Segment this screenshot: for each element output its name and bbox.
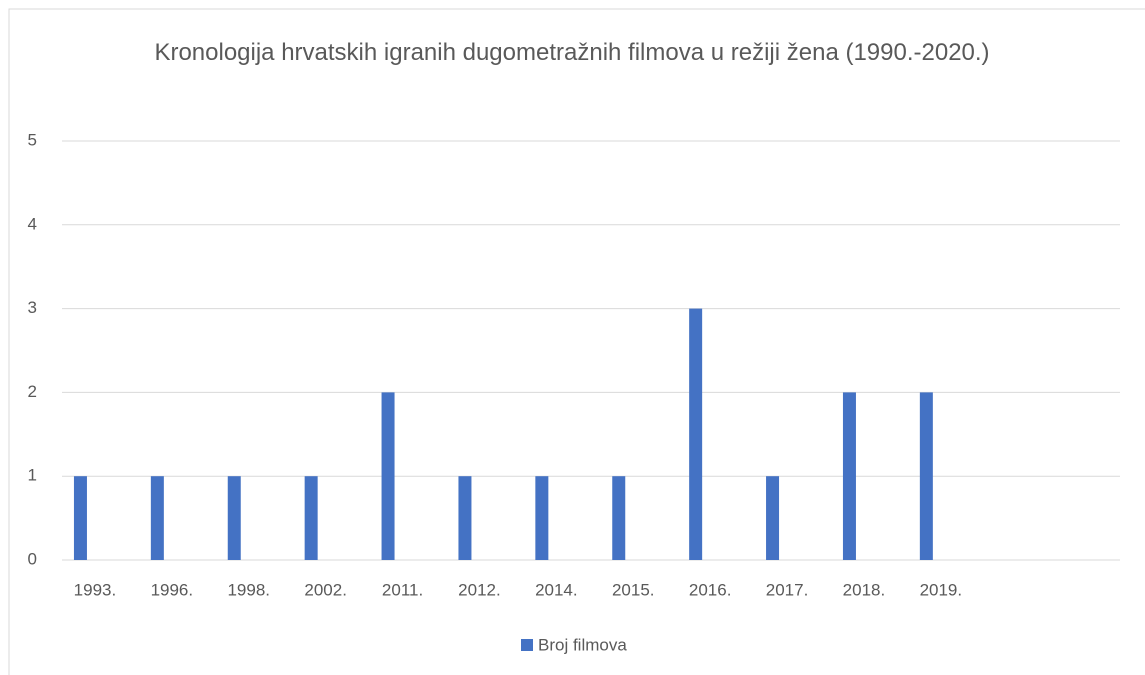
bar [227, 476, 241, 560]
x-tick-label: 2018. [843, 580, 886, 599]
x-tick-label: 2012. [458, 580, 501, 599]
bar [919, 392, 933, 560]
bar [150, 476, 164, 560]
x-tick-label: 1998. [227, 580, 270, 599]
y-tick-label: 3 [28, 298, 37, 317]
y-tick-label: 4 [28, 214, 37, 233]
bar [535, 476, 549, 560]
bar [842, 392, 856, 560]
x-tick-label: 2016. [689, 580, 732, 599]
chart-frame [8, 8, 1145, 675]
x-tick-label: 2019. [920, 580, 963, 599]
x-tick-label: 2014. [535, 580, 578, 599]
bar [304, 476, 318, 560]
bar [458, 476, 472, 560]
x-tick-label: 2015. [612, 580, 655, 599]
bar [612, 476, 626, 560]
chart-title: Kronologija hrvatskih igranih dugometraž… [154, 39, 990, 66]
y-tick-label: 2 [28, 382, 37, 401]
x-tick-label: 2011. [382, 580, 423, 599]
x-tick-label: 1993. [74, 580, 117, 599]
y-tick-label: 0 [28, 549, 37, 568]
bar [381, 392, 395, 560]
x-tick-label: 2002. [304, 580, 347, 599]
x-tick-label: 2017. [766, 580, 809, 599]
bar [766, 476, 780, 560]
bar [73, 476, 87, 560]
bar [689, 308, 703, 560]
legend-swatch [521, 639, 533, 651]
y-tick-label: 1 [28, 466, 37, 485]
x-tick-label: 1996. [151, 580, 194, 599]
y-tick-label: 5 [28, 130, 37, 149]
legend-label: Broj filmova [538, 635, 627, 654]
